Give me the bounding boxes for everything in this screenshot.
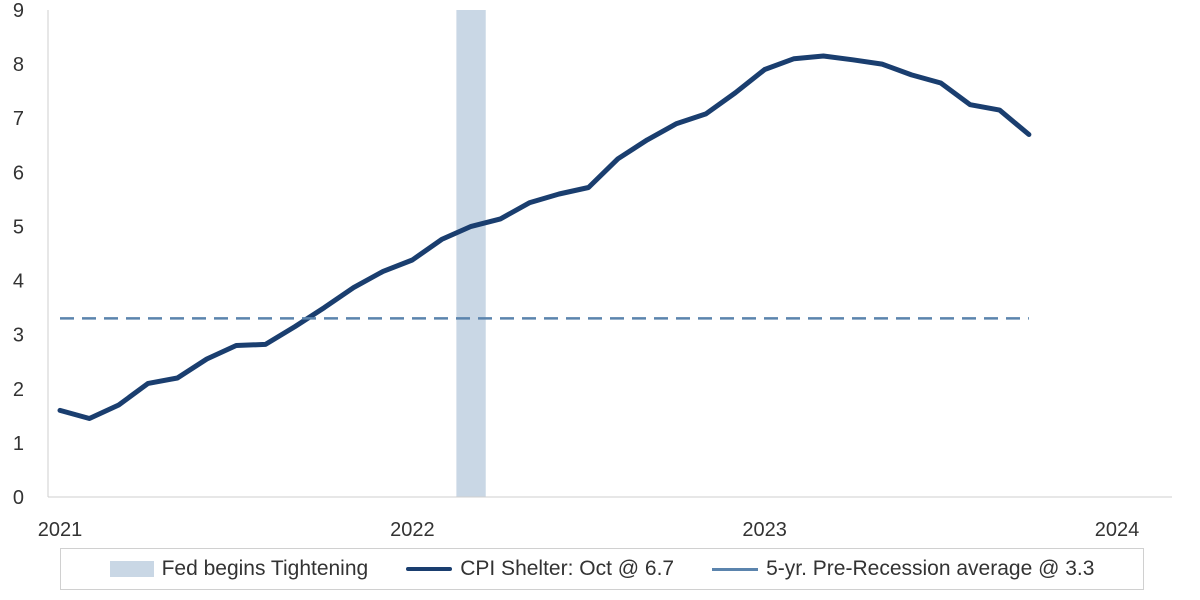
y-tick-label: 3: [13, 325, 24, 347]
legend-item-cpi-shelter: CPI Shelter: Oct @ 6.7: [406, 557, 674, 581]
x-tick-label: 2024: [1095, 519, 1140, 541]
legend-label-cpi-shelter: CPI Shelter: Oct @ 6.7: [460, 557, 675, 580]
y-tick-label: 1: [13, 433, 24, 455]
y-tick-label: 8: [13, 54, 24, 76]
tightening-band: [456, 10, 486, 497]
y-tick-label: 7: [13, 108, 24, 130]
y-tick-label: 6: [13, 162, 24, 184]
x-tick-label: 2023: [742, 519, 787, 541]
legend-label-band: Fed begins Tightening: [161, 557, 369, 580]
cpi-shelter-chart: 0 1 2 3 4 5 6 7 8 9 2021 2022 2023 2024: [13, 0, 1172, 541]
y-tick-label: 2: [13, 379, 24, 401]
cpi-shelter-line: [57, 53, 1032, 421]
y-tick-label: 5: [13, 216, 24, 238]
y-tick-label: 9: [13, 0, 24, 22]
legend-swatch-cpi-shelter: [406, 567, 453, 571]
legend-swatch-band: [109, 561, 154, 577]
x-tick-label: 2021: [38, 519, 83, 541]
chart-legend: Fed begins Tightening CPI Shelter: Oct @…: [60, 548, 1144, 590]
band-layer: [456, 10, 486, 497]
legend-label-average: 5-yr. Pre-Recession average @ 3.3: [766, 557, 1095, 580]
legend-item-average: 5-yr. Pre-Recession average @ 3.3: [712, 557, 1094, 581]
legend-swatch-average: [712, 567, 759, 571]
y-tick-label: 4: [13, 271, 24, 293]
axis-layer: 0 1 2 3 4 5 6 7 8 9 2021 2022 2023 2024: [13, 0, 1172, 541]
y-tick-label: 0: [13, 487, 24, 509]
x-tick-label: 2022: [390, 519, 435, 541]
legend-item-band: Fed begins Tightening: [109, 557, 369, 581]
line-layer: [57, 53, 1032, 421]
